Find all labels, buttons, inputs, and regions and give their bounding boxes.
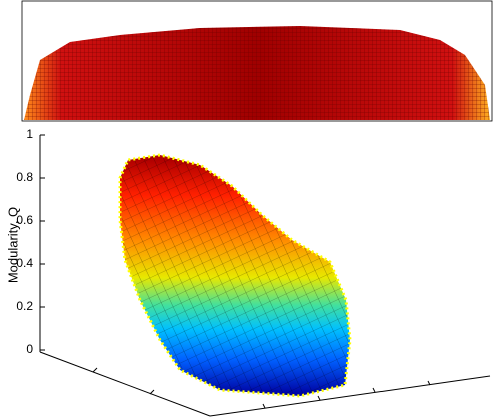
x-axis — [39, 351, 211, 417]
z-axis-label: Modularity, Q — [5, 207, 20, 283]
z-tick-label: 0.4 — [16, 256, 33, 270]
y-axis — [209, 375, 491, 417]
mesh-side-lines — [24, 26, 490, 120]
floor-ticks — [92, 367, 431, 409]
z-tick-label: 0.6 — [16, 213, 33, 227]
z-tick-label: 0 — [26, 342, 33, 356]
z-tick-label: 0.2 — [16, 299, 33, 313]
surface-mesh — [118, 153, 352, 398]
z-tick-label: 1 — [26, 127, 33, 141]
z-tick-label: 0.8 — [16, 170, 33, 184]
